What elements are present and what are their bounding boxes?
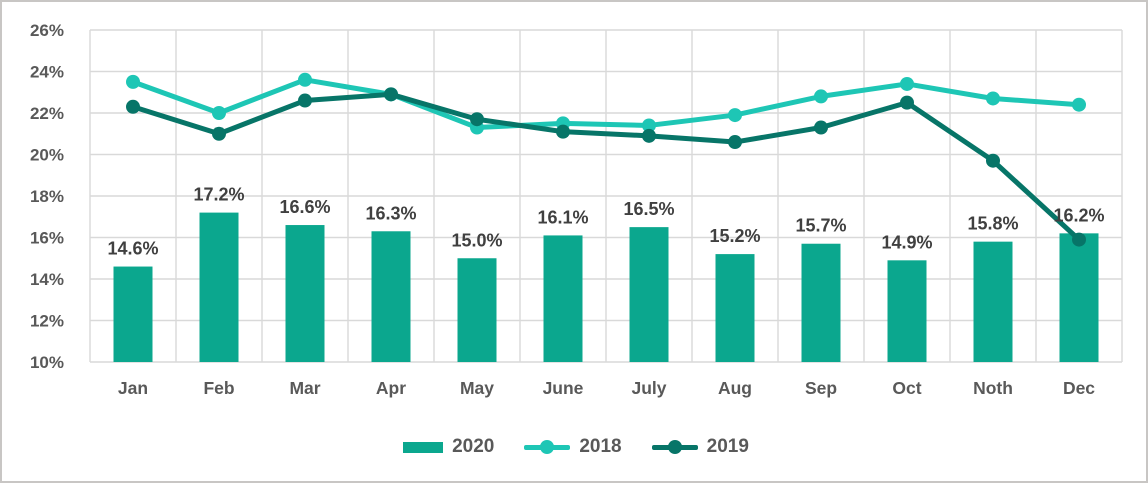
bar-2020-Sep <box>801 243 841 362</box>
bar-2020-Aug <box>715 254 755 362</box>
bar-2020-Oct <box>887 260 927 362</box>
point-2019-Aug <box>728 135 742 150</box>
legend-label-2019: 2019 <box>706 436 749 457</box>
legend-label-2020: 2020 <box>452 436 495 457</box>
point-2019-Sep <box>814 120 828 135</box>
point-2018-Noth <box>986 91 1000 106</box>
y-tick-label: 26% <box>30 21 64 40</box>
bar-2020-Apr <box>371 231 411 362</box>
bar-value-label: 15.0% <box>451 230 502 250</box>
legend-bar-swatch-icon <box>403 441 444 453</box>
y-tick-label: 22% <box>30 104 64 123</box>
y-tick-label: 20% <box>30 146 64 165</box>
bar-2020-July <box>629 227 669 362</box>
point-2019-Apr <box>384 87 398 102</box>
bar-value-label: 15.8% <box>967 214 1018 234</box>
bar-value-label: 16.1% <box>537 207 588 227</box>
x-axis-label: Apr <box>376 378 406 398</box>
bar-value-label: 17.2% <box>193 185 244 205</box>
legend-label-2018: 2018 <box>579 436 622 457</box>
bar-value-label: 16.2% <box>1053 205 1104 225</box>
bar-2020-Noth <box>973 241 1013 362</box>
bar-value-label: 16.6% <box>279 197 330 217</box>
x-axis-label: July <box>631 378 666 398</box>
x-axis-label: Mar <box>289 378 320 398</box>
bar-value-label: 15.7% <box>795 216 846 236</box>
legend-line-dot-swatch-icon <box>524 440 571 454</box>
legend-item-2018: 2018 <box>524 436 622 458</box>
x-axis-label: Aug <box>718 378 752 398</box>
x-axis-label: Feb <box>203 378 234 398</box>
bar-value-label: 16.5% <box>623 199 674 219</box>
legend-item-2019: 2019 <box>651 436 749 458</box>
point-2019-Noth <box>986 153 1000 168</box>
point-2018-Feb <box>212 106 226 120</box>
x-axis-label: Dec <box>1063 378 1095 398</box>
bar-2020-Jan <box>113 266 153 362</box>
x-axis-label: Noth <box>973 378 1013 398</box>
point-2018-Sep <box>814 89 828 104</box>
x-axis-label: June <box>543 378 584 398</box>
y-tick-label: 18% <box>30 187 64 206</box>
point-2018-Oct <box>900 76 914 91</box>
y-tick-label: 10% <box>30 353 64 372</box>
point-2018-July <box>642 118 656 133</box>
point-2019-Feb <box>212 126 226 141</box>
point-2019-May <box>470 112 484 127</box>
legend-line-dot-swatch-icon <box>651 440 698 454</box>
y-tick-label: 14% <box>30 270 64 289</box>
x-axis-label: Jan <box>118 378 148 398</box>
point-2019-July <box>642 128 656 143</box>
y-tick-label: 12% <box>30 312 64 331</box>
y-tick-label: 24% <box>30 63 64 82</box>
point-2019-Mar <box>298 93 312 108</box>
point-2019-Jan <box>126 99 140 114</box>
bar-value-label: 14.6% <box>107 239 158 259</box>
bar-value-label: 16.3% <box>365 203 416 223</box>
y-tick-label: 16% <box>30 229 64 248</box>
point-2018-Aug <box>728 108 742 123</box>
x-axis-label: Oct <box>892 378 921 398</box>
bar-2020-Dec <box>1059 233 1099 362</box>
point-2019-June <box>556 124 570 139</box>
point-2019-Dec <box>1072 232 1086 247</box>
point-2018-Mar <box>298 72 312 87</box>
bar-2020-May <box>457 258 497 362</box>
bar-value-label: 14.9% <box>881 232 932 252</box>
line-2018 <box>130 77 1082 131</box>
bar-2020-June <box>543 235 583 362</box>
point-2019-Oct <box>900 95 914 110</box>
bar-2020-Mar <box>285 225 325 362</box>
x-axis-label: Sep <box>805 378 837 398</box>
line-2019 <box>130 91 1082 243</box>
point-2018-Dec <box>1072 97 1086 112</box>
x-axis-label: May <box>460 378 494 398</box>
bar-value-label: 15.2% <box>709 226 760 246</box>
legend-item-2020: 2020 <box>403 436 494 458</box>
chart-legend: 2020 2018 2019 <box>2 436 1146 458</box>
point-2018-Jan <box>126 74 140 89</box>
bar-2020-Feb <box>199 212 239 362</box>
